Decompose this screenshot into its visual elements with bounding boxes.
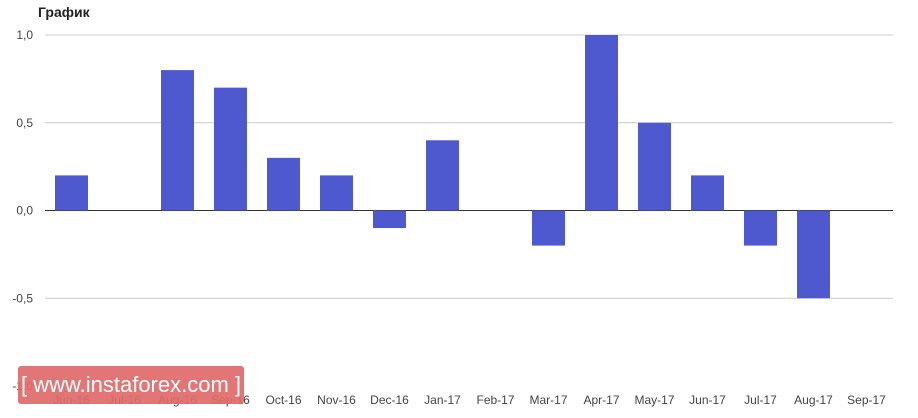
y-tick-label: 0,5	[16, 116, 33, 130]
chart-title: График	[38, 4, 90, 20]
x-tick-label: Apr-17	[583, 393, 619, 407]
bar-sep-16	[214, 87, 247, 211]
x-tick-label: Oct-16	[265, 393, 301, 407]
bar-oct-16	[267, 157, 300, 211]
bar-aug-16	[161, 70, 194, 211]
y-axis-labels: 1,00,50,0-0,5-1,0	[12, 28, 33, 393]
bar-aug-17	[797, 210, 830, 299]
x-tick-label: Jan-17	[424, 393, 461, 407]
y-tick-label: 0,0	[16, 204, 33, 218]
bar-jun-17	[691, 175, 724, 211]
bar-dec-16	[373, 210, 406, 229]
bar-jun-16	[55, 175, 88, 211]
x-tick-label: Jul-17	[744, 393, 777, 407]
y-tick-label: 1,0	[16, 28, 33, 42]
x-tick-label: Mar-17	[529, 393, 567, 407]
x-tick-label: Nov-16	[317, 393, 356, 407]
x-tick-label: Aug-17	[794, 393, 833, 407]
bar-nov-16	[320, 175, 353, 211]
x-tick-label: Dec-16	[370, 393, 409, 407]
bar-apr-17	[585, 35, 618, 211]
x-tick-label: Feb-17	[476, 393, 514, 407]
bars	[55, 35, 830, 299]
y-tick-label: -0,5	[12, 291, 33, 305]
x-tick-label: Sep-17	[847, 393, 886, 407]
x-tick-label: May-17	[634, 393, 674, 407]
bar-jul-17	[744, 210, 777, 246]
watermark-logo: [ www.instaforex.com ]	[18, 366, 244, 404]
bar-jan-17	[426, 140, 459, 211]
bar-may-17	[638, 122, 671, 211]
x-tick-label: Jun-17	[689, 393, 726, 407]
bar-mar-17	[532, 210, 565, 246]
